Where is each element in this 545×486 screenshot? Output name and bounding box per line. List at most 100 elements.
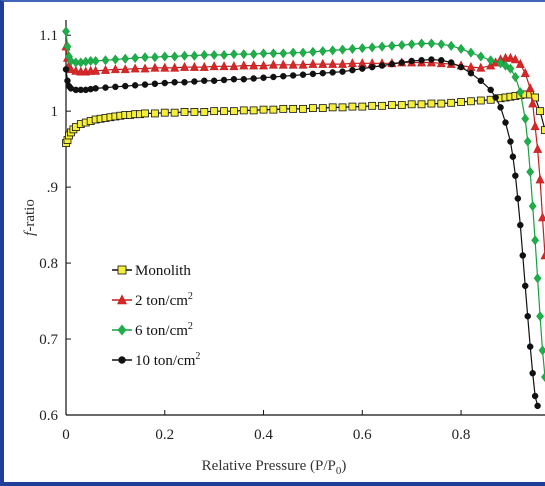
data-point: [427, 38, 436, 49]
data-point: [130, 63, 140, 73]
legend-label: 10 ton/cm2: [135, 351, 200, 369]
data-point: [378, 41, 386, 52]
data-point: [91, 65, 101, 75]
data-point: [319, 69, 327, 77]
data-point: [309, 70, 317, 78]
legend-label: 6 ton/cm2: [135, 321, 193, 339]
data-point: [358, 43, 367, 54]
data-point: [299, 71, 307, 78]
series-4: [62, 56, 541, 410]
data-point: [519, 252, 527, 259]
data-point: [191, 78, 198, 85]
data-point: [62, 66, 70, 73]
legend-label-superscript: 2: [188, 291, 193, 302]
data-point: [279, 48, 288, 59]
data-point: [457, 98, 465, 106]
data-point: [189, 61, 199, 71]
data-point: [510, 54, 520, 64]
data-point: [249, 106, 258, 115]
data-point: [348, 102, 357, 111]
legend-label: Monolith: [135, 263, 191, 279]
data-point: [309, 46, 317, 57]
series-3: [62, 26, 545, 383]
data-point: [64, 77, 71, 85]
data-point: [170, 51, 179, 62]
data-point: [92, 85, 99, 92]
data-point: [63, 41, 72, 52]
data-point: [199, 61, 209, 71]
data-point: [239, 60, 249, 70]
data-point: [117, 265, 127, 275]
data-point: [447, 59, 455, 66]
data-point: [447, 40, 456, 51]
data-point: [427, 99, 436, 108]
data-point: [531, 392, 539, 400]
data-point: [476, 51, 485, 62]
data-point: [220, 49, 228, 60]
data-point: [309, 104, 317, 113]
data-point: [112, 83, 119, 91]
data-point: [347, 58, 357, 68]
data-point: [289, 47, 298, 58]
legend-label: 2 ton/cm2: [135, 291, 193, 309]
data-point: [209, 61, 219, 71]
data-point: [269, 105, 278, 114]
data-point: [239, 106, 248, 115]
data-point: [528, 201, 537, 212]
data-point: [229, 61, 239, 71]
data-point: [91, 56, 100, 67]
data-point: [417, 38, 426, 49]
data-point: [180, 108, 189, 116]
data-point: [536, 311, 544, 322]
data-point: [368, 42, 377, 53]
data-point: [514, 195, 522, 202]
data-point: [521, 113, 530, 124]
data-point: [240, 76, 248, 83]
data-point: [538, 212, 545, 222]
data-point: [338, 103, 347, 112]
data-point: [229, 107, 238, 116]
data-point: [180, 61, 190, 71]
series-line: [65, 58, 539, 407]
data-point: [492, 94, 499, 101]
data-point: [523, 136, 532, 147]
y-tick-label: 0.7: [39, 332, 58, 348]
data-point: [210, 77, 218, 85]
data-point: [497, 104, 504, 111]
y-tick-label: 0.6: [39, 408, 58, 424]
x-tick-label: 0.6: [353, 427, 372, 443]
data-point: [533, 143, 543, 153]
data-point: [388, 101, 396, 109]
data-point: [437, 39, 446, 50]
data-point: [512, 172, 519, 179]
data-point: [359, 65, 366, 72]
data-point: [259, 60, 269, 70]
data-point: [477, 77, 485, 85]
data-point: [171, 79, 178, 86]
data-point: [201, 77, 208, 85]
x-tick-label: 0.2: [155, 427, 174, 443]
data-point: [298, 59, 308, 69]
data-point: [541, 126, 545, 135]
y-tick-label: 1.1: [39, 28, 58, 44]
data-point: [418, 57, 425, 64]
data-point: [348, 43, 357, 54]
data-point: [515, 58, 525, 68]
data-point: [270, 73, 277, 81]
data-point: [525, 83, 535, 93]
data-point: [131, 52, 140, 63]
data-point: [531, 235, 540, 246]
data-point: [220, 107, 228, 116]
data-point: [141, 52, 149, 63]
data-point: [117, 324, 127, 336]
data-point: [526, 343, 534, 350]
x-axis-label-end: ): [341, 458, 346, 474]
data-point: [280, 72, 287, 80]
legend-label-superscript: 2: [188, 321, 193, 332]
data-point: [160, 108, 169, 117]
data-point: [200, 49, 209, 60]
data-point: [338, 44, 347, 55]
data-point: [278, 59, 288, 69]
data-point: [329, 69, 336, 76]
data-point: [496, 58, 505, 69]
